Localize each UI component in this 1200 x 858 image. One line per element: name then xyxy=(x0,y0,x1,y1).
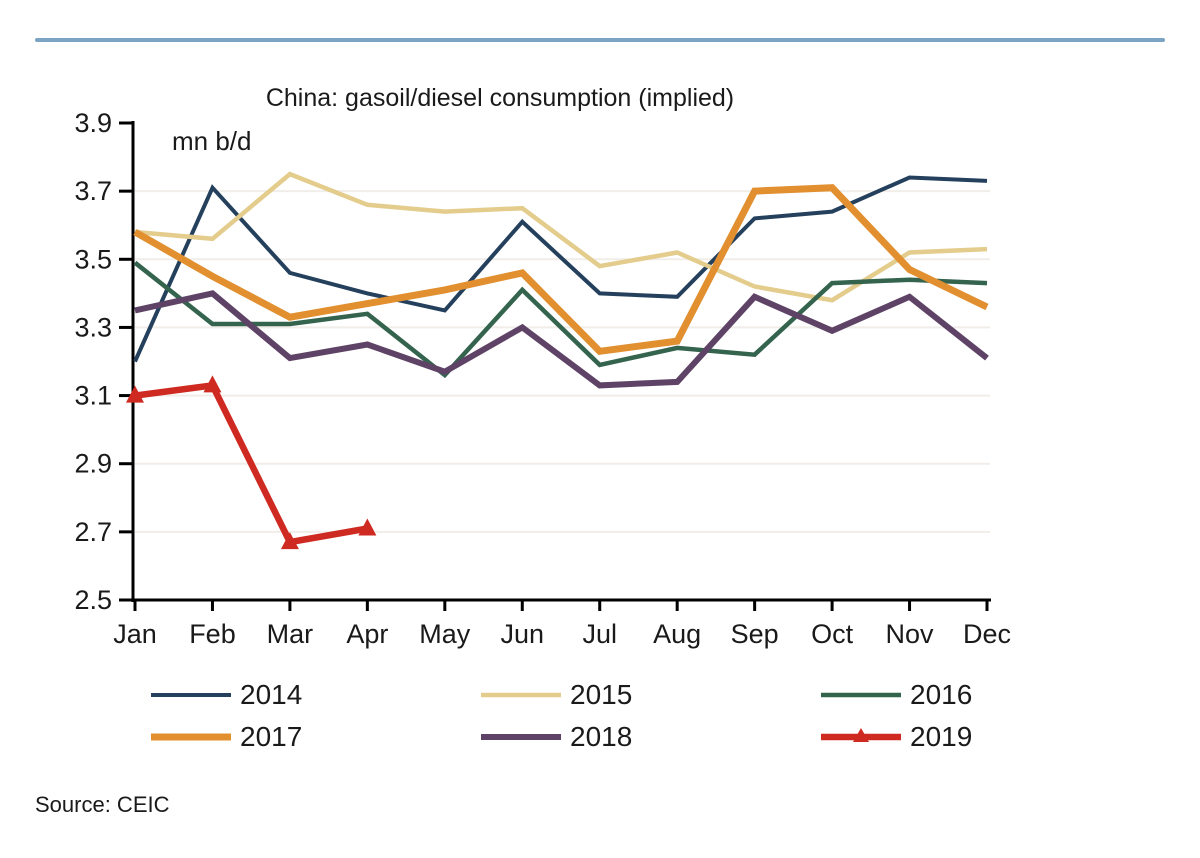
y-tick-label-3.7: 3.7 xyxy=(74,176,112,206)
series-lines xyxy=(126,171,989,550)
legend-swatch-2015 xyxy=(481,692,561,698)
legend-item-2019: 2019 xyxy=(820,722,972,752)
y-axis-unit-label: mn b/d xyxy=(172,126,252,156)
marker-2019-Apr xyxy=(358,518,377,536)
x-tick-label-Nov: Nov xyxy=(886,619,935,649)
series-line-2018 xyxy=(134,290,989,389)
legend-label-2018: 2018 xyxy=(570,721,633,752)
x-tick-label-Feb: Feb xyxy=(189,619,236,649)
legend-item-2016: 2016 xyxy=(820,680,972,710)
legend-item-2014: 2014 xyxy=(150,680,302,710)
legend-swatch-2016 xyxy=(821,692,901,698)
legend-item-2018: 2018 xyxy=(480,722,632,752)
legend-label-2019: 2019 xyxy=(910,721,973,752)
legend-swatch-2019 xyxy=(821,728,901,742)
legend-swatch-2017 xyxy=(151,733,231,741)
x-tick-label-Jun: Jun xyxy=(500,619,544,649)
x-tick-label-Oct: Oct xyxy=(811,619,854,649)
y-tick-label-2.9: 2.9 xyxy=(74,449,112,479)
x-tick-label-Apr: Apr xyxy=(346,619,388,649)
x-tick-label-Jul: Jul xyxy=(582,619,617,649)
x-tick-label-May: May xyxy=(419,619,471,649)
chart-title: China: gasoil/diesel consumption (implie… xyxy=(266,84,734,112)
y-tick-label-3.3: 3.3 xyxy=(74,312,112,342)
y-tick-label-3.9: 3.9 xyxy=(74,108,112,138)
marker-2019-Mar xyxy=(280,532,299,550)
legend-item-2015: 2015 xyxy=(480,680,632,710)
legend-label-2017: 2017 xyxy=(240,721,303,752)
series-line-2016 xyxy=(133,260,988,379)
top-divider-rule xyxy=(35,38,1165,42)
legend-label-2014: 2014 xyxy=(240,679,303,710)
x-tick-label-Sep: Sep xyxy=(731,619,779,649)
x-axis-labels: Jan Feb Mar Apr May Jun Jul Aug Sep Oct Nov Dec xyxy=(113,619,1011,649)
legend-label-2015: 2015 xyxy=(570,679,633,710)
legend-swatch-2014 xyxy=(151,693,231,697)
y-axis-labels: 2.5 2.7 2.9 3.1 3.3 3.5 3.7 3.9 xyxy=(74,108,112,615)
marker-2019-Jan xyxy=(126,385,144,403)
marker-2019-Feb xyxy=(203,375,222,393)
x-axis-ticks xyxy=(133,600,989,611)
y-tick-label-2.5: 2.5 xyxy=(74,585,112,615)
x-tick-label-Aug: Aug xyxy=(653,619,701,649)
legend-item-2017: 2017 xyxy=(150,722,302,752)
y-axis-ticks xyxy=(119,121,133,602)
y-tick-label-2.7: 2.7 xyxy=(74,517,112,547)
x-tick-label-Dec: Dec xyxy=(963,619,1011,649)
legend-marker-2019 xyxy=(853,728,869,742)
series-line-2017 xyxy=(133,184,989,355)
x-tick-label-Jan: Jan xyxy=(113,619,157,649)
legend-label-2016: 2016 xyxy=(910,679,973,710)
legend-swatch-2018 xyxy=(481,734,561,740)
y-tick-label-3.5: 3.5 xyxy=(74,244,112,274)
series-line-2019 xyxy=(134,381,368,546)
series-line-2015 xyxy=(134,171,988,303)
x-tick-label-Mar: Mar xyxy=(267,619,314,649)
source-note: Source: CEIC xyxy=(35,792,170,817)
y-tick-label-3.1: 3.1 xyxy=(74,381,112,411)
